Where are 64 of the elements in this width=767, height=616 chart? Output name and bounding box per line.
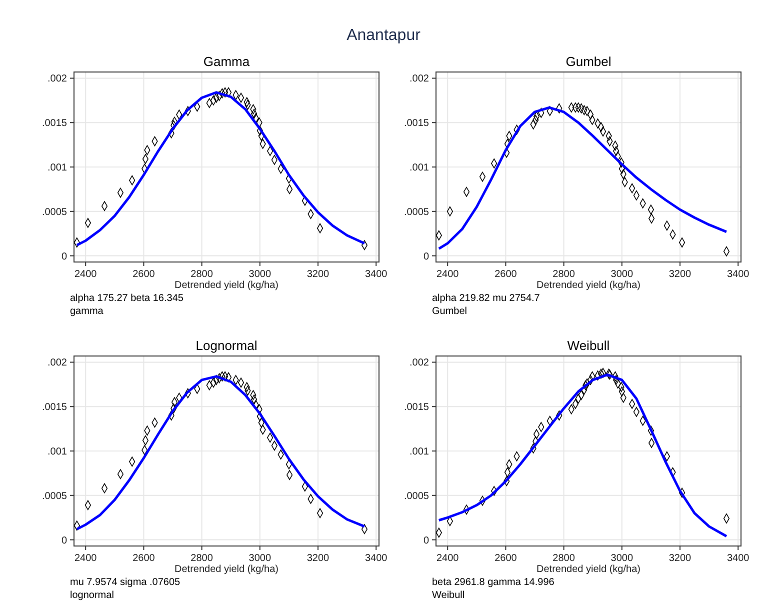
text: beta 2961.8 gamma 14.996 (432, 577, 555, 588)
point (600, 126, 606, 136)
y-tick-label: .002 (48, 358, 68, 369)
text: gamma (70, 306, 104, 317)
x-tick-label: 2600 (132, 553, 156, 564)
y-tick-label: .001 (410, 446, 430, 458)
text: Gumbel (432, 306, 468, 317)
y-tick-label: 0 (61, 535, 68, 546)
x-axis-title: Detrended yield (kg/ha) (536, 564, 640, 575)
x-tick-label: 3400 (364, 269, 388, 280)
y-tick-label: .001 (48, 446, 68, 458)
text: lognormal (70, 590, 114, 601)
x-tick-label: 2400 (436, 269, 460, 280)
x-tick-label: 2400 (436, 553, 460, 564)
x-axis-title: Detrended yield (kg/ha) (536, 280, 640, 291)
x-tick-label: 3000 (248, 269, 272, 280)
y-tick-label: .0015 (404, 402, 430, 414)
x-tick-label: 3400 (726, 269, 750, 280)
chart-title: Weibull (567, 338, 610, 353)
y-tick-label: 0 (423, 251, 430, 262)
x-tick-label: 3200 (306, 553, 330, 564)
y-tick-label: .001 (410, 162, 430, 174)
text: Weibull (432, 590, 465, 601)
x-tick-label: 3000 (610, 269, 634, 280)
y-tick-label: .0005 (42, 490, 68, 502)
x-tick-label: 2600 (132, 269, 156, 280)
x-tick-label: 2800 (552, 553, 576, 564)
line-series (438, 106, 728, 250)
x-tick-label: 3200 (668, 553, 692, 564)
y-tick-label: .0015 (404, 118, 430, 130)
x-tick-label: 2600 (494, 269, 518, 280)
x-axis-title: Detrended yield (kg/ha) (174, 564, 278, 575)
x-tick-label: 3400 (364, 553, 388, 564)
y-tick-label: .0005 (404, 206, 430, 218)
x-tick-label: 3200 (668, 269, 692, 280)
x-tick-label: 3000 (610, 553, 634, 564)
x-tick-label: 2600 (494, 553, 518, 564)
chart-title: Gamma (203, 54, 250, 69)
x-tick-label: 3200 (306, 269, 330, 280)
text: alpha 175.27 beta 16.345 (70, 293, 184, 304)
y-tick-label: .0015 (42, 402, 68, 414)
x-tick-label: 3400 (726, 553, 750, 564)
x-tick-label: 2400 (74, 553, 98, 564)
x-tick-label: 2400 (74, 269, 98, 280)
y-tick-label: .002 (48, 74, 68, 85)
text: Anantapur (346, 27, 422, 44)
y-tick-label: .0005 (42, 206, 68, 218)
y-tick-label: .001 (48, 162, 68, 174)
text: mu 7.9574 sigma .07605 (70, 577, 181, 588)
chart-title: Lognormal (196, 338, 258, 353)
y-tick-label: 0 (61, 251, 68, 262)
x-tick-label: 2800 (552, 269, 576, 280)
chart-title: Gumbel (566, 54, 612, 69)
x-tick-label: 3000 (248, 553, 272, 564)
y-tick-label: .0005 (404, 490, 430, 502)
text: alpha 219.82 mu 2754.7 (432, 293, 540, 304)
y-tick-label: 0 (423, 535, 430, 546)
point (723, 514, 730, 524)
y-tick-label: .002 (410, 358, 430, 369)
y-tick-label: .0015 (42, 118, 68, 130)
x-axis-title: Detrended yield (kg/ha) (174, 280, 278, 291)
x-tick-label: 2800 (190, 269, 214, 280)
x-tick-label: 2800 (190, 553, 214, 564)
y-tick-label: .002 (410, 74, 430, 85)
